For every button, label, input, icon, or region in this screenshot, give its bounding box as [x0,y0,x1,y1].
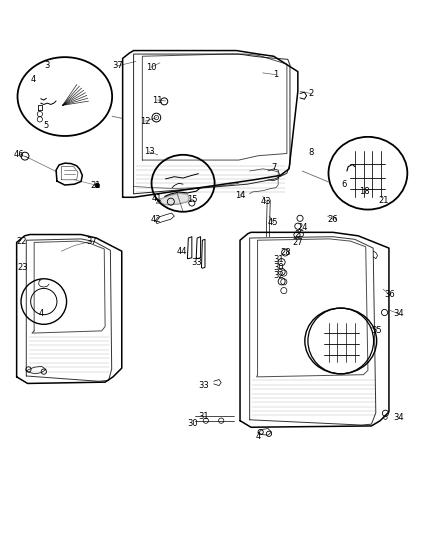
Text: 22: 22 [17,237,27,246]
Text: 26: 26 [328,215,338,224]
Text: 34: 34 [393,309,404,318]
Text: 2: 2 [308,89,314,98]
Text: 36: 36 [385,290,395,300]
Text: 21: 21 [378,196,389,205]
Text: 11: 11 [152,95,163,104]
Text: 4: 4 [39,309,44,318]
Text: 46: 46 [14,150,25,159]
Text: 24: 24 [297,223,307,231]
Text: 41: 41 [152,194,162,203]
Text: 1: 1 [273,70,279,79]
Text: 45: 45 [267,218,278,227]
Text: 31: 31 [274,255,284,264]
Text: 27: 27 [293,238,303,247]
Text: 7: 7 [271,163,276,172]
Text: 42: 42 [150,215,161,224]
Polygon shape [157,193,189,205]
Text: 3: 3 [45,61,50,70]
Text: 28: 28 [280,247,291,256]
Text: 33: 33 [191,257,201,266]
Text: 43: 43 [261,197,272,206]
Text: 18: 18 [359,187,370,196]
Text: 33: 33 [198,381,209,390]
Circle shape [95,183,99,188]
Text: 5: 5 [43,120,49,130]
Text: 21: 21 [90,181,101,190]
Text: 4: 4 [30,75,35,84]
Text: 30: 30 [274,263,284,272]
Text: 12: 12 [140,117,151,126]
Text: 44: 44 [177,247,187,256]
Text: 25: 25 [295,230,305,239]
Text: 37: 37 [112,61,123,70]
Text: 34: 34 [393,413,404,422]
Text: 4: 4 [256,432,261,441]
Text: 37: 37 [87,237,97,246]
Text: 15: 15 [187,195,198,204]
Text: 35: 35 [371,326,382,335]
Text: 31: 31 [198,412,209,421]
Text: 14: 14 [235,191,245,200]
Text: 13: 13 [144,147,154,156]
Text: 32: 32 [274,271,284,280]
Text: 10: 10 [146,63,156,72]
Text: 6: 6 [341,180,346,189]
Text: 23: 23 [18,263,28,272]
Text: 8: 8 [308,148,314,157]
Text: 30: 30 [187,419,198,428]
